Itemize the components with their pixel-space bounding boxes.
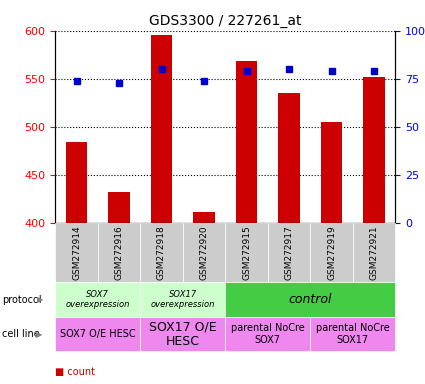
Text: ▶: ▶ (37, 295, 43, 304)
Text: GSM272916: GSM272916 (114, 225, 124, 280)
Text: protocol: protocol (2, 295, 42, 305)
Text: SOX17 O/E
HESC: SOX17 O/E HESC (149, 320, 217, 348)
Text: GSM272921: GSM272921 (369, 225, 379, 280)
Text: parental NoCre
SOX7: parental NoCre SOX7 (231, 323, 305, 345)
Text: ■ count: ■ count (55, 367, 95, 377)
Text: parental NoCre
SOX17: parental NoCre SOX17 (316, 323, 390, 345)
Text: GSM272918: GSM272918 (157, 225, 166, 280)
Text: ▶: ▶ (36, 329, 42, 339)
Bar (193, 212, 215, 223)
Title: GDS3300 / 227261_at: GDS3300 / 227261_at (149, 14, 301, 28)
Bar (321, 122, 342, 223)
Text: SOX7 O/E HESC: SOX7 O/E HESC (60, 329, 136, 339)
Bar (236, 61, 257, 223)
Text: control: control (289, 293, 332, 306)
Text: SOX17
overexpression: SOX17 overexpression (150, 290, 215, 309)
Text: GSM272917: GSM272917 (284, 225, 294, 280)
Text: GSM272915: GSM272915 (242, 225, 251, 280)
Bar (278, 93, 300, 223)
Bar (363, 77, 385, 223)
Text: GSM272920: GSM272920 (199, 225, 209, 280)
Bar (151, 35, 172, 223)
Text: GSM272914: GSM272914 (72, 225, 81, 280)
Text: GSM272919: GSM272919 (327, 225, 336, 280)
Bar (108, 192, 130, 223)
Text: cell line: cell line (2, 329, 40, 339)
Bar (66, 142, 87, 223)
Text: SOX7
overexpression: SOX7 overexpression (65, 290, 130, 309)
